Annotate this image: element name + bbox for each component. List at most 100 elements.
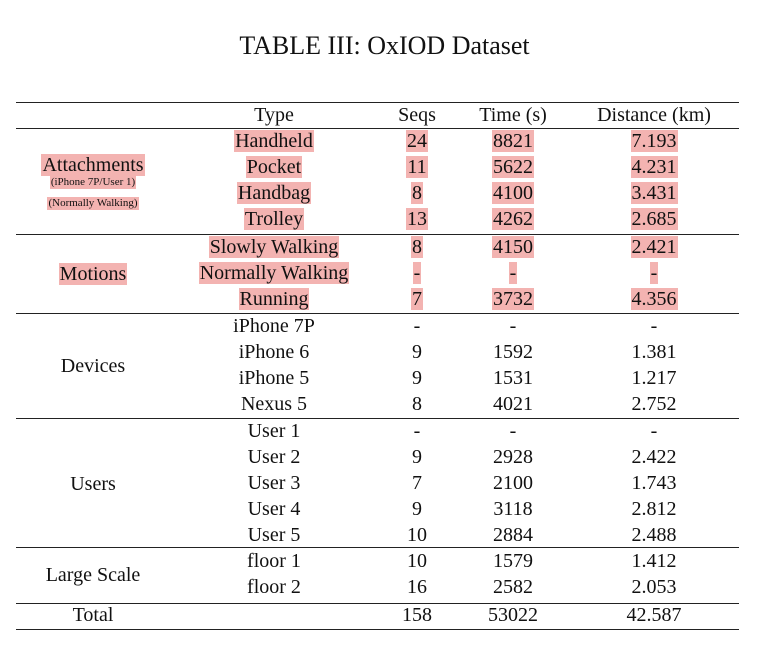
table-cell-text: 2.488 [631,524,677,546]
table-cell: 7 [297,471,537,495]
table-cell: - [297,314,537,338]
table-cell-text: 1579 [493,550,533,572]
table-cell: 4150 [393,235,633,259]
table-cell: User 4 [154,497,394,521]
table-cell: 9 [297,366,537,390]
table-cell: User 3 [154,471,394,495]
table-cell-text: - [413,420,421,442]
table-cell: User 2 [154,445,394,469]
table-cell-text: 10 [407,550,427,572]
table-cell-text: Normally Walking [198,262,350,284]
table-cell-text: iPhone 7P [233,315,315,337]
table-cell: 10 [297,549,537,573]
table-cell-text: - [412,262,422,284]
table-cell-text: Handheld [234,130,314,152]
table-cell: 8 [297,235,537,259]
table-cell: 3732 [393,287,633,311]
table-cell: 24 [297,129,537,153]
table-cell: 9 [297,445,537,469]
table-cell-text: User 1 [247,420,301,442]
column-header: Distance (km) [534,103,769,127]
table-cell: 2.421 [534,235,769,259]
table-cell-text: 2884 [493,524,533,546]
table-cell-text: - [413,315,421,337]
group-label-text: Large Scale [45,564,141,586]
table-cell: 11 [297,155,537,179]
table-cell-text: 4262 [492,208,534,230]
table-cell-text: 9 [412,367,422,389]
table-cell: 2100 [393,471,633,495]
table-cell-text: iPhone 5 [238,367,310,389]
table-cell: 2.685 [534,207,769,231]
table-cell-text: - [649,262,659,284]
table-cell-text: 9 [412,498,422,520]
table-cell: 8 [297,392,537,416]
table-rule [16,234,739,236]
table-cell: 8821 [393,129,633,153]
total-cell-text: Total [72,604,114,626]
table-cell-text: Handbag [236,182,312,204]
table-rule [16,629,739,631]
table-rule [16,313,739,315]
table-cell-text: 4150 [492,236,534,258]
table-cell: 2884 [393,523,633,547]
table-cell: 3.431 [534,181,769,205]
table-cell-text: 8 [412,393,422,415]
table-rule [16,102,739,104]
table-rule [16,603,739,605]
table-cell-text: - [509,420,517,442]
table-cell-text: Pocket [245,156,303,178]
table-cell: - [297,419,537,443]
table-cell-text: User 4 [247,498,301,520]
table-cell: - [534,261,769,285]
table-cell-text: 10 [407,524,427,546]
table-cell-text: 2100 [493,472,533,494]
table-cell-text: User 3 [247,472,301,494]
table-cell: iPhone 5 [154,366,394,390]
table-cell-text: 1.217 [631,367,677,389]
table-cell: floor 2 [154,575,394,599]
table-cell-text: 2.685 [630,208,678,230]
table-cell: 2.752 [534,392,769,416]
table-cell: User 1 [154,419,394,443]
table-cell-text: 4.356 [630,288,678,310]
total-cell-text: 158 [402,604,432,626]
column-header: Type [154,103,394,127]
table-cell: Handheld [154,129,394,153]
table-cell: 1.412 [534,549,769,573]
table-cell: Trolley [154,207,394,231]
table-cell: 9 [297,340,537,364]
table-cell-text: 8 [411,236,423,258]
table-cell-text: 1531 [493,367,533,389]
table-cell: - [297,261,537,285]
table-cell-text: 7 [411,288,423,310]
table-cell: 4100 [393,181,633,205]
table-cell: 1.743 [534,471,769,495]
table-cell-text: 24 [406,130,428,152]
total-cell: 158 [297,603,537,627]
table-cell: 1579 [393,549,633,573]
table-cell: 7 [297,287,537,311]
total-cell-text: 53022 [488,604,538,626]
table-cell: 4.231 [534,155,769,179]
table-cell: 9 [297,497,537,521]
table-cell: iPhone 6 [154,340,394,364]
table-cell-text: 2.053 [631,576,677,598]
table-cell: 1592 [393,340,633,364]
table-rule [16,128,739,129]
table-cell-text: Running [238,288,310,310]
table-cell-text: 16 [407,576,427,598]
table-cell: - [534,419,769,443]
column-header-text: Seqs [398,104,436,126]
table-cell: 5622 [393,155,633,179]
table-cell-text: 3.431 [630,182,678,204]
table-cell: 7.193 [534,129,769,153]
table-cell-text: 8 [411,182,423,204]
group-label-text: Motions [58,263,128,285]
table-cell: 10 [297,523,537,547]
table-cell-text: Trolley [243,208,305,230]
table-cell: - [393,261,633,285]
table-cell: 2.812 [534,497,769,521]
table-cell-text: 3118 [493,498,533,520]
table-cell-text: 3732 [492,288,534,310]
